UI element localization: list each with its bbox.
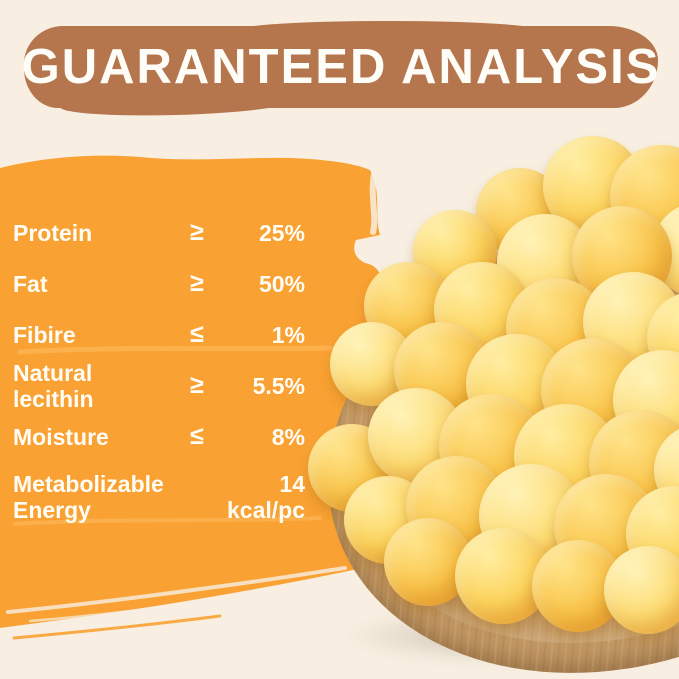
- orange-paint-stroke: [0, 155, 390, 640]
- row-value: 1%: [271, 321, 305, 348]
- table-row: Moisture ≤ 8%: [13, 411, 305, 462]
- row-label: Natural lecithin: [13, 359, 94, 412]
- table-row: Protein ≥ 25%: [13, 207, 305, 258]
- row-comparator: ≥: [190, 371, 204, 399]
- row-label: Fibire: [13, 321, 76, 348]
- table-row: Fat ≥ 50%: [13, 258, 305, 309]
- row-value: 5.5%: [252, 372, 305, 399]
- table-row: Natural lecithin ≥ 5.5%: [13, 359, 305, 412]
- row-label: Fat: [13, 270, 48, 297]
- row-comparator: ≥: [190, 269, 204, 297]
- page-title: GUARANTEED ANALYSIS: [21, 40, 661, 94]
- row-label: Metabolizable Energy: [13, 471, 164, 523]
- header-banner: GUARANTEED ANALYSIS: [21, 21, 661, 108]
- row-value: 50%: [258, 270, 305, 297]
- row-comparator: ≤: [190, 422, 204, 450]
- row-value: 25%: [258, 219, 305, 246]
- row-label: Moisture: [13, 423, 109, 450]
- table-row: Fibire ≤ 1%: [13, 309, 305, 360]
- table-row: Metabolizable Energy 14 kcal/pc: [13, 471, 305, 523]
- row-comparator: ≥: [190, 218, 204, 246]
- row-comparator: ≤: [190, 320, 204, 348]
- row-label: Protein: [13, 219, 93, 246]
- row-value: 8%: [271, 423, 305, 450]
- analysis-table: Protein ≥ 25% Fat ≥ 50% Fibire ≤ 1% Natu…: [13, 207, 305, 523]
- treat-ball: [604, 546, 679, 634]
- row-value: 14 kcal/pc: [227, 471, 305, 523]
